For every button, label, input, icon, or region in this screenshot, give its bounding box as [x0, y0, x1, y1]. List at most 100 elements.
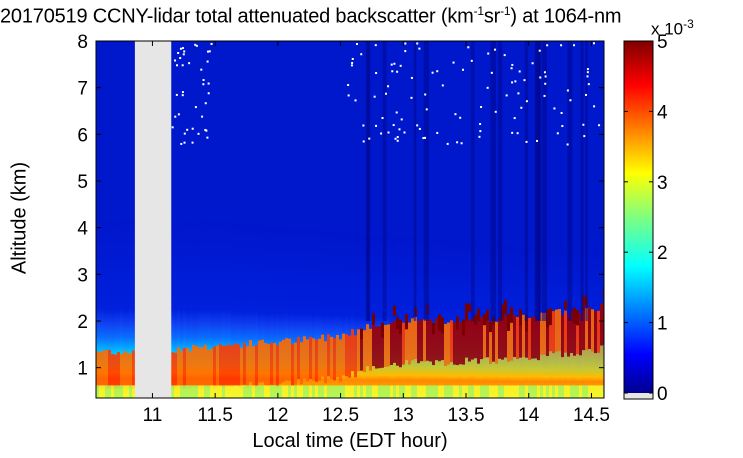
surface-band-cell [315, 385, 318, 398]
aerosol-layer-cell [312, 338, 315, 381]
aerosol-layer-cell [483, 358, 486, 394]
aerosol-layer-cell [480, 317, 483, 360]
attenuation-streak [490, 41, 496, 321]
heatmap-column [294, 229, 297, 398]
surface-band-cell [384, 385, 387, 398]
heatmap-column [252, 224, 255, 398]
heatmap-column [375, 236, 378, 398]
aerosol-layer-cell [465, 315, 468, 358]
heatmap-column [195, 222, 198, 398]
x-tick-label: 12.5 [322, 405, 359, 426]
aerosol-layer-cell [471, 359, 474, 394]
heatmap-column [231, 224, 234, 398]
surface-band-cell [405, 385, 408, 398]
noise-speckle [467, 46, 470, 49]
cloud-cell [468, 303, 471, 312]
surface-band-cell [543, 385, 546, 398]
noise-speckle [176, 64, 179, 67]
heatmap-column [300, 228, 303, 398]
noise-speckle [422, 137, 425, 140]
surface-band-cell [441, 385, 444, 398]
heatmap-column [96, 218, 99, 398]
surface-band-cell [537, 385, 540, 398]
noise-speckle [380, 132, 383, 135]
x-tick-label: 13.5 [448, 405, 485, 426]
noise-speckle [584, 93, 587, 96]
surface-band-cell [462, 385, 465, 398]
aerosol-layer-cell [441, 318, 444, 361]
heatmap-column [210, 221, 213, 398]
noise-speckle [375, 124, 378, 127]
surface-band-cell [225, 385, 228, 398]
aerosol-layer-cell [408, 364, 411, 394]
surface-band-cell [249, 385, 252, 398]
surface-band-cell [567, 385, 570, 398]
noise-speckle [181, 64, 184, 67]
surface-band-cell [108, 385, 111, 398]
aerosol-layer-cell [558, 309, 561, 352]
noise-speckle [205, 129, 208, 132]
surface-band-cell [219, 385, 222, 398]
surface-band-cell [594, 385, 597, 398]
aerosol-layer-cell [249, 339, 252, 382]
noise-speckle [520, 106, 523, 109]
aerosol-layer-cell [366, 324, 369, 367]
surface-band-cell [222, 385, 225, 398]
aerosol-layer-cell [543, 354, 546, 394]
noise-speckle [479, 123, 482, 126]
cloud-cell [549, 308, 552, 326]
aerosol-layer-cell [201, 347, 204, 389]
aerosol-layer-cell [582, 350, 585, 394]
aerosol-layer-cell [189, 351, 192, 389]
heatmap-column [468, 240, 471, 398]
aerosol-layer-cell [420, 319, 423, 362]
aerosol-layer-cell [573, 355, 576, 394]
surface-band-cell [213, 385, 216, 398]
noise-speckle [393, 62, 396, 65]
noise-speckle [200, 68, 203, 71]
cloud-cell [399, 319, 402, 335]
aerosol-layer-cell [171, 352, 174, 389]
surface-band-cell [417, 385, 420, 398]
aerosol-layer-cell [420, 361, 423, 394]
noise-speckle [566, 89, 569, 92]
noise-speckle [351, 61, 354, 64]
heatmap-column [234, 223, 237, 398]
surface-band-cell [531, 385, 534, 398]
surface-band-cell [318, 385, 321, 398]
surface-band-cell [600, 385, 603, 398]
surface-band-cell [177, 385, 180, 398]
surface-band-cell [414, 385, 417, 398]
noise-speckle [553, 107, 556, 110]
aerosol-layer-cell [336, 334, 339, 377]
surface-band-cell [432, 385, 435, 398]
heatmap-column [429, 239, 432, 398]
aerosol-layer-cell [96, 351, 99, 389]
aerosol-layer-cell [243, 342, 246, 385]
surface-band-cell [570, 385, 573, 398]
surface-band-cell [564, 385, 567, 398]
y-tick-label: 7 [77, 79, 88, 100]
aerosol-layer-cell [186, 347, 189, 389]
noise-speckle [543, 94, 546, 97]
aerosol-layer-cell [264, 342, 267, 385]
noise-speckle [374, 44, 377, 47]
aerosol-layer-cell [294, 342, 297, 385]
heatmap-column [450, 241, 453, 398]
noise-speckle [188, 62, 191, 65]
aerosol-layer-cell [228, 344, 231, 387]
noise-speckle [387, 85, 390, 88]
surface-band-cell [198, 385, 201, 398]
surface-band-cell [480, 385, 483, 398]
surface-band-cell [396, 385, 399, 398]
noise-speckle [566, 143, 569, 146]
cloud-cell [483, 314, 486, 326]
noise-speckle [390, 63, 393, 66]
heatmap-column [342, 234, 345, 398]
noise-speckle [511, 81, 514, 84]
aerosol-layer-cell [537, 318, 540, 361]
heatmap-column [420, 237, 423, 398]
aerosol-layer-cell [447, 364, 450, 394]
aerosol-layer-cell [225, 345, 228, 388]
noise-speckle [210, 42, 213, 45]
